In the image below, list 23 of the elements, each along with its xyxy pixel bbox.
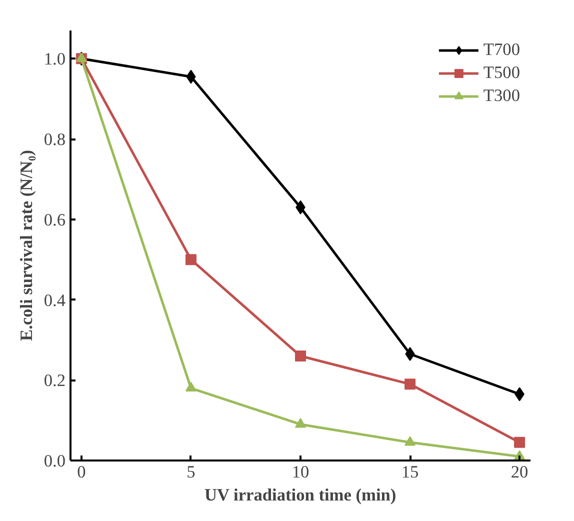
point (514, 436, 526, 448)
y-tick-label: 0.2 (44, 371, 66, 390)
x-tick-label: 20 (510, 462, 528, 482)
point (295, 418, 306, 428)
y-axis-title: E.coli survival rate (N/N₀) (16, 150, 36, 341)
x-tick-label: 0 (77, 462, 86, 482)
x-axis-title: UV irradiation time (min) (204, 486, 396, 504)
point (295, 350, 306, 362)
legend-label: T700 (483, 40, 520, 60)
point (185, 254, 196, 266)
point (404, 378, 416, 390)
y-tick-label: 0.8 (44, 130, 66, 150)
x-tick-label: 10 (292, 462, 310, 482)
point (404, 436, 416, 446)
y-tick-label: 0.4 (44, 290, 66, 310)
legend-label: T300 (483, 86, 520, 106)
y-tick-label: 0.6 (44, 210, 66, 230)
x-tick-label: 15 (401, 462, 419, 482)
x-tick-label: 5 (186, 462, 196, 482)
point (185, 382, 196, 392)
y-tick-label: 1.0 (44, 50, 66, 69)
y-tick-label: 0.0 (44, 452, 66, 470)
legend-label: T500 (483, 63, 520, 83)
